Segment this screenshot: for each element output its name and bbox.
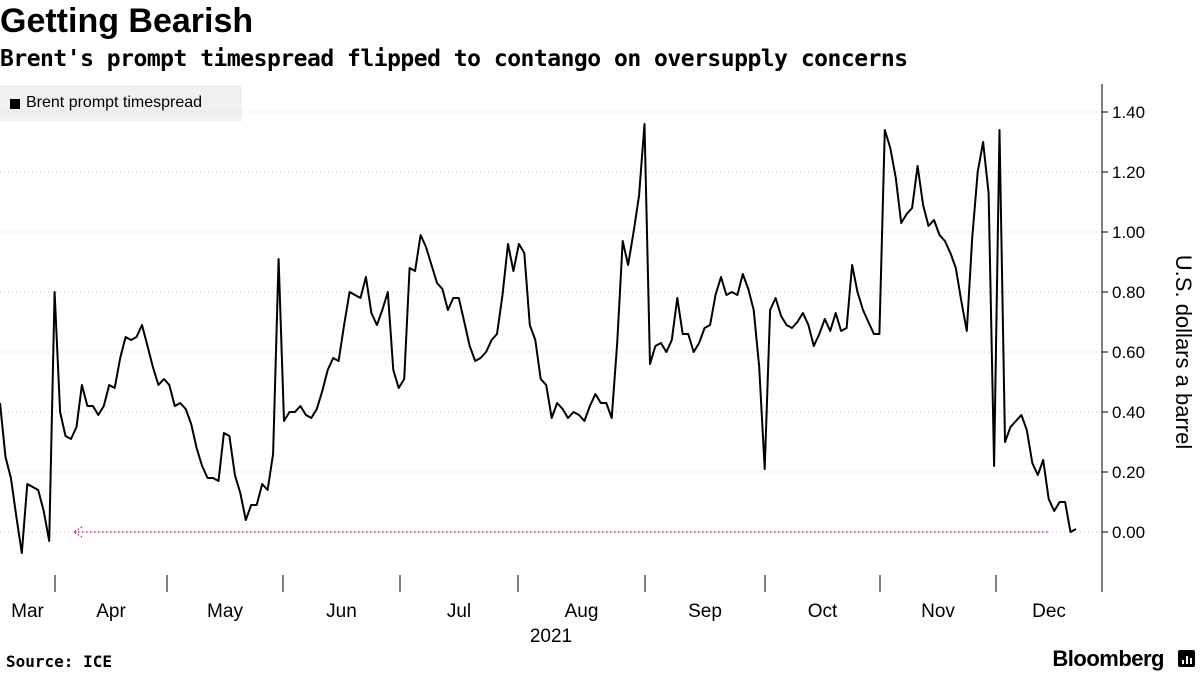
x-tick-label: Aug bbox=[565, 601, 599, 622]
x-year-label: 2021 bbox=[530, 626, 572, 647]
y-tick-label: 0.60 bbox=[1112, 343, 1145, 362]
chart-title: Getting Bearish bbox=[0, 2, 254, 40]
bloomberg-terminal-icon bbox=[1178, 650, 1195, 667]
y-axis-label: U.S. dollars a barrel bbox=[1171, 255, 1196, 449]
series-line-brent-prompt-timespread bbox=[0, 123, 1077, 554]
y-tick-label: 0.00 bbox=[1112, 523, 1145, 542]
x-tick-label: Jul bbox=[447, 601, 471, 622]
x-tick-label: Mar bbox=[11, 601, 44, 622]
x-tick-label: May bbox=[207, 601, 243, 622]
legend-label: Brent prompt timespread bbox=[26, 94, 203, 111]
y-tick-label: 0.40 bbox=[1112, 403, 1145, 422]
source-note: Source: ICE bbox=[6, 652, 112, 671]
x-tick-label: Oct bbox=[808, 601, 838, 622]
y-tick-label: 1.00 bbox=[1112, 223, 1145, 242]
legend: Brent prompt timespread bbox=[0, 85, 242, 121]
x-tick-label: Sep bbox=[688, 601, 722, 622]
y-tick-label: 1.40 bbox=[1112, 103, 1145, 122]
chart-subtitle: Brent's prompt timespread flipped to con… bbox=[0, 46, 908, 72]
y-tick-label: 0.20 bbox=[1112, 463, 1145, 482]
x-tick-label: Dec bbox=[1032, 601, 1066, 622]
bloomberg-logo: Bloomberg bbox=[1052, 646, 1164, 671]
x-tick-label: Nov bbox=[921, 601, 955, 622]
x-tick-label: Jun bbox=[326, 601, 357, 622]
legend-swatch bbox=[10, 99, 20, 109]
y-tick-label: 0.80 bbox=[1112, 283, 1145, 302]
x-tick-label: Apr bbox=[96, 601, 126, 622]
y-tick-label: 1.20 bbox=[1112, 163, 1145, 182]
